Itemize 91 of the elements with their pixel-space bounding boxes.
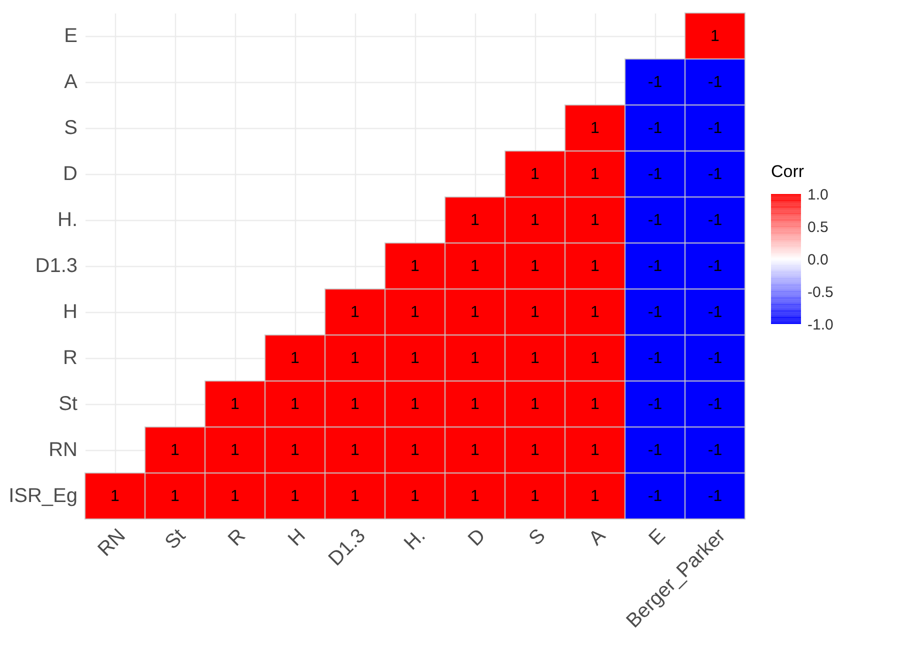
data-label: 1	[410, 442, 420, 459]
y-tick-label: E	[64, 25, 78, 47]
data-label: -1	[648, 442, 662, 459]
data-label: 1	[530, 212, 540, 229]
data-label: 1	[590, 488, 600, 505]
x-tick-label: St	[160, 524, 190, 554]
data-label: 1	[110, 488, 120, 505]
data-label: 1	[290, 396, 300, 413]
data-label: 1	[530, 166, 540, 183]
data-label: 1	[170, 442, 180, 459]
color-bar-label: 0.0	[808, 252, 828, 268]
data-label: 1	[470, 442, 480, 459]
x-tick-label: H.	[400, 524, 430, 554]
x-tick-label: RN	[94, 524, 130, 561]
color-bar-label: -0.5	[808, 284, 834, 301]
y-tick-label: D1.3	[35, 255, 78, 277]
data-label: -1	[648, 74, 662, 91]
data-label: -1	[708, 396, 722, 413]
data-label: 1	[350, 396, 360, 413]
data-label: 1	[410, 396, 420, 413]
data-label: -1	[708, 304, 722, 321]
color-bar-label: -1.0	[808, 316, 834, 334]
data-label: -1	[708, 350, 722, 367]
data-label: -1	[708, 120, 722, 137]
data-label: 1	[590, 120, 600, 137]
data-label: 1	[410, 304, 420, 321]
data-label: 1	[410, 350, 420, 367]
data-label: 1	[470, 350, 480, 367]
data-label: 1	[530, 396, 540, 413]
data-label: 1	[590, 212, 600, 229]
y-tick-label: A	[64, 71, 78, 93]
data-label: 1	[710, 28, 720, 45]
x-tick-label: S	[524, 524, 550, 550]
data-label: 1	[230, 442, 240, 459]
data-label: 1	[350, 350, 360, 367]
x-tick-label: H	[284, 524, 310, 551]
data-label: -1	[708, 74, 722, 91]
data-label: 1	[470, 258, 480, 275]
data-label: 1	[410, 258, 420, 275]
data-label: 1	[590, 166, 600, 183]
data-label: -1	[708, 212, 722, 229]
data-label: -1	[708, 258, 722, 275]
data-label: 1	[170, 488, 180, 505]
data-label: 1	[290, 442, 300, 459]
data-label: -1	[648, 120, 662, 137]
data-label: 1	[230, 488, 240, 505]
y-tick-label: S	[64, 117, 78, 139]
data-label: -1	[708, 488, 722, 505]
data-label: 1	[290, 350, 300, 367]
data-label: 1	[590, 442, 600, 459]
data-label: 1	[230, 396, 240, 413]
data-label: 1	[590, 396, 600, 413]
data-label: 1	[530, 442, 540, 459]
data-label: 1	[590, 258, 600, 275]
data-label: -1	[648, 166, 662, 183]
data-label: 1	[470, 488, 480, 505]
data-label: -1	[648, 304, 662, 321]
y-tick-label: ISR_Eg	[8, 485, 78, 507]
data-label: -1	[648, 350, 662, 367]
y-tick-label: R	[63, 347, 78, 369]
data-label: 1	[290, 488, 300, 505]
data-label: 1	[530, 488, 540, 505]
data-label: 1	[470, 396, 480, 413]
y-tick-label: D	[63, 163, 78, 185]
data-label: 1	[590, 304, 600, 321]
data-label: 1	[350, 304, 360, 321]
data-label: -1	[648, 488, 662, 505]
data-label: -1	[648, 258, 662, 275]
data-label: 1	[350, 488, 360, 505]
x-tick-label: A	[584, 524, 610, 550]
color-bar-label: 1.0	[808, 186, 828, 204]
data-label: 1	[470, 304, 480, 321]
y-tick-label: H	[63, 301, 78, 323]
color-bar-label: 0.5	[808, 219, 828, 236]
data-label: -1	[648, 396, 662, 413]
data-label: -1	[648, 212, 662, 229]
y-tick-label: RN	[48, 439, 78, 461]
data-label: 1	[410, 488, 420, 505]
data-label: 1	[530, 258, 540, 275]
data-label: -1	[708, 166, 722, 183]
x-tick-label: R	[224, 524, 250, 551]
legend-title: Corr	[771, 162, 804, 181]
data-label: 1	[350, 442, 360, 459]
data-label: 1	[530, 350, 540, 367]
y-tick-label: H.	[58, 209, 78, 231]
data-label: 1	[530, 304, 540, 321]
data-label: 1	[470, 212, 480, 229]
data-label: -1	[708, 442, 722, 459]
y-tick-label: St	[58, 393, 78, 415]
x-tick-label: D	[464, 524, 490, 551]
data-label: 1	[590, 350, 600, 367]
